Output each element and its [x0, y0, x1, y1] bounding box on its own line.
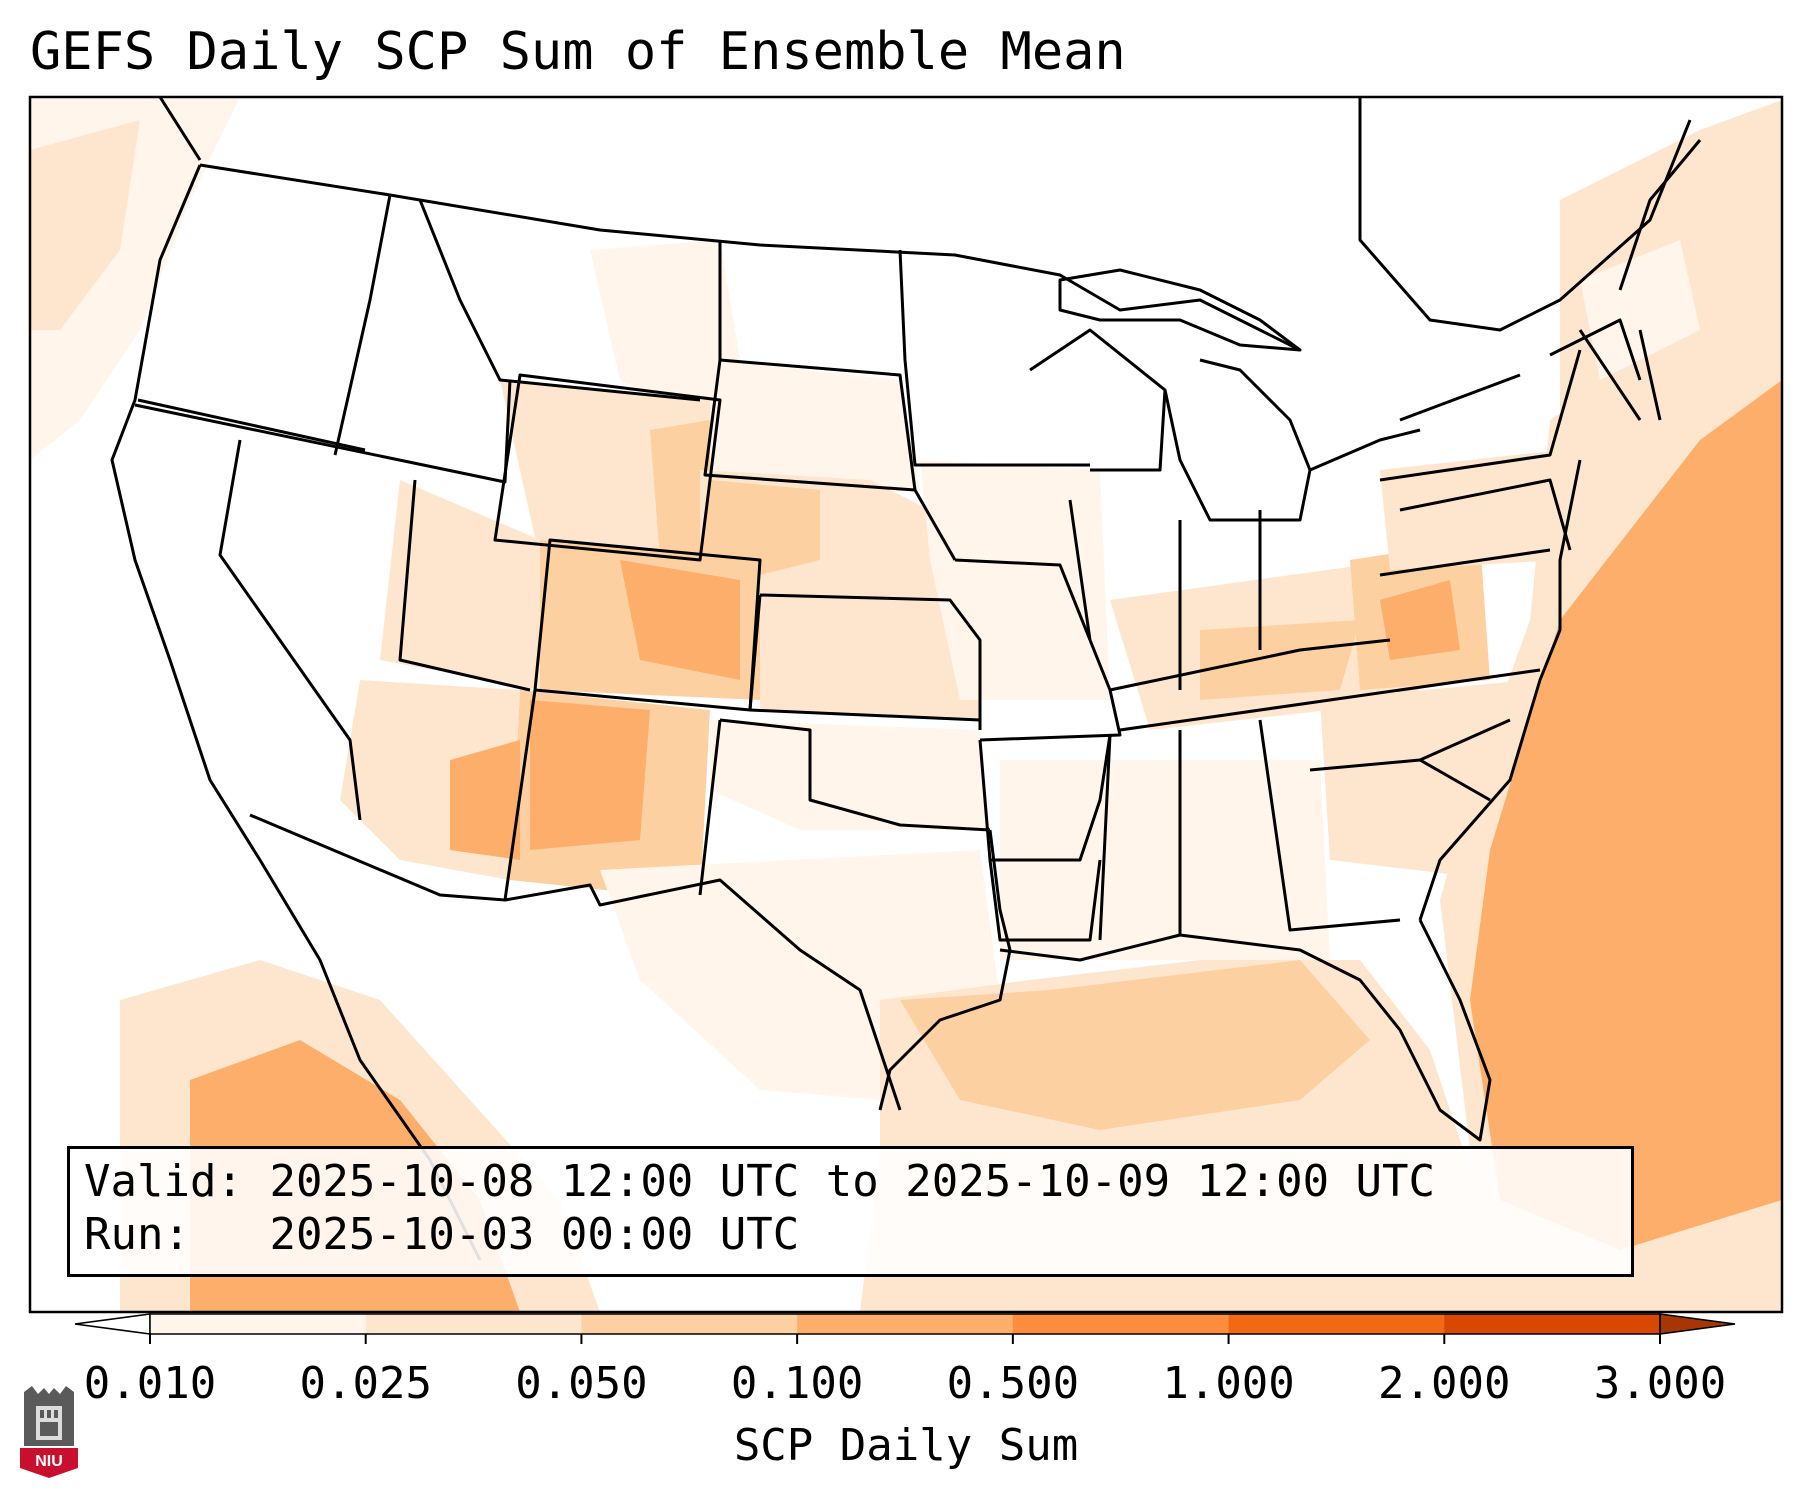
colorbar-tick-label: 0.010 — [83, 1358, 217, 1409]
colorbar-tick-label: 0.500 — [946, 1358, 1080, 1409]
colorbar-bin-6 — [1444, 1314, 1661, 1334]
colorbar-bin-1 — [365, 1314, 582, 1334]
gulf-coast — [999, 919, 1492, 1142]
map-title: GEFS Daily SCP Sum of Ensemble Mean — [30, 22, 1126, 82]
run-label: Run: — [84, 1209, 190, 1260]
nv-ca-diagonal — [218, 439, 362, 821]
scp-region-kansas — [760, 600, 980, 720]
niu-logo: NIU — [20, 1386, 78, 1478]
ms-al-ga — [1098, 719, 1401, 941]
pa-ny — [1379, 318, 1642, 482]
wy-box — [493, 373, 722, 562]
scp-region-newmexico-core — [530, 700, 650, 850]
colorbar-tick-label: 2.000 — [1378, 1358, 1511, 1409]
colorbar-tick-label: 0.050 — [515, 1358, 648, 1409]
colorbar-label: SCP Daily Sum — [733, 1420, 1079, 1471]
colorbar-tick-label: 3.000 — [1593, 1358, 1727, 1409]
scp-region-kentucky — [1200, 620, 1360, 700]
ar-la — [978, 734, 1112, 862]
new-england — [1578, 139, 1702, 421]
scp-region-atlantic-core — [1470, 380, 1782, 1250]
colorbar-bin-5 — [1228, 1314, 1445, 1334]
valid-label: Valid: — [84, 1156, 243, 1207]
mn-ia — [898, 249, 1090, 467]
colorbar-bin-2 — [581, 1314, 798, 1334]
tn-ky — [1109, 638, 1541, 732]
valid-time-box: Valid: 2025-10-08 12:00 UTC to 2025-10-0… — [67, 1146, 1634, 1277]
colorbar-bin-0 — [150, 1314, 367, 1334]
ut-az — [398, 479, 531, 692]
colorbar-under-arrow — [74, 1313, 151, 1335]
state-boundaries — [110, 97, 1702, 1261]
scp-region-sdakota — [710, 360, 920, 500]
scp-region-pacific-inner — [30, 120, 140, 330]
scp-region-utah — [380, 480, 540, 690]
scp-region-gulf-core — [900, 960, 1370, 1130]
nd-sd-ne — [703, 240, 957, 561]
scp-region-arizona-core — [450, 740, 520, 860]
colorbar-tick-label: 1.000 — [1162, 1358, 1295, 1409]
great-lakes-erie-ontario — [1309, 373, 1521, 472]
colorbar — [74, 1313, 1736, 1344]
scp-field-layer — [30, 97, 1782, 1312]
az-nm — [503, 689, 537, 901]
id-mt — [333, 194, 392, 456]
scp-region-montana — [590, 240, 740, 420]
canada-border — [158, 97, 1692, 352]
scp-region-wyoming-core — [650, 420, 715, 560]
great-lakes-superior — [1058, 268, 1302, 352]
wa-or — [137, 398, 366, 452]
nm-tx — [698, 719, 722, 896]
il-in-oh — [1068, 499, 1262, 690]
la-ms — [988, 859, 1102, 942]
scp-region-oklahoma — [710, 720, 990, 830]
or-ca-nv — [134, 379, 512, 484]
colorbar-tick-label: 0.100 — [730, 1358, 864, 1409]
tx-ok — [719, 718, 991, 832]
svg-text:NIU: NIU — [35, 1453, 63, 1470]
scp-region-pennsylvania — [1380, 450, 1560, 570]
mexico-border — [249, 813, 902, 1111]
scp-region-nebraska-core — [700, 480, 820, 580]
nc-sc-ga — [1309, 718, 1511, 802]
ne-ks-ok — [748, 593, 982, 730]
colorbar-over-arrow — [1659, 1313, 1736, 1335]
east-coast — [1418, 459, 1582, 921]
scp-region-gulf-states — [1000, 760, 1330, 960]
scp-region-colorado-core — [620, 560, 740, 680]
map-frame — [28, 95, 1784, 1314]
scp-region-new-england-pale — [1580, 240, 1700, 380]
colorbar-bin-4 — [1012, 1314, 1230, 1334]
mo — [954, 558, 1122, 742]
scp-region-iowa-missouri — [920, 460, 1110, 700]
mt-wy-ida — [418, 199, 701, 402]
wisconsin — [1029, 328, 1167, 472]
valid-value: 2025-10-08 12:00 UTC to 2025-10-09 12:00… — [269, 1156, 1436, 1207]
colorbar-tick-label: 0.025 — [299, 1358, 432, 1409]
colorbar-bin-3 — [797, 1314, 1014, 1334]
scp-region-virginia-core — [1380, 580, 1460, 660]
tx-east — [878, 829, 1012, 1111]
run-value: 2025-10-03 00:00 UTC — [269, 1209, 800, 1260]
great-lakes-michigan — [1163, 358, 1312, 522]
colorbar-frame — [149, 1313, 1661, 1335]
west-coast — [110, 164, 482, 1261]
va-wv-md — [1379, 478, 1572, 577]
